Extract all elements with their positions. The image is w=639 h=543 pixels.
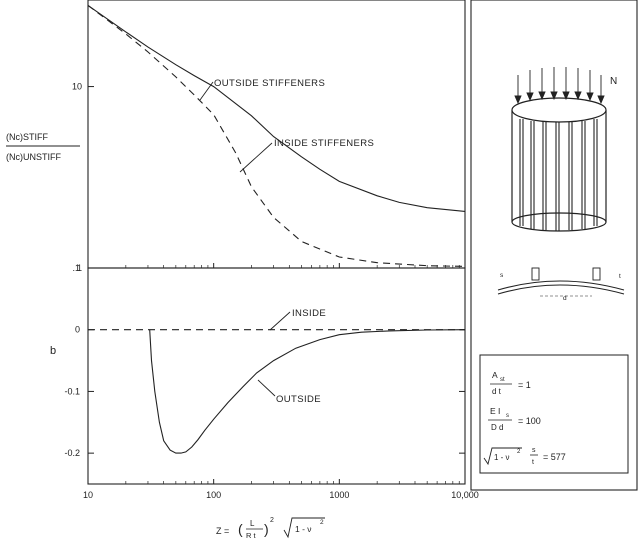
upper-y-tick-label: 10 bbox=[72, 82, 82, 92]
upper-ylabel-bottom: (Nc)UNSTIFF bbox=[6, 152, 61, 162]
param3-value: = 577 bbox=[543, 452, 566, 462]
lower-y-tick-label: -0.2 bbox=[64, 448, 80, 458]
parameter-box: A st d t = 1 E I s D d = 100 1 - ν 2 s t… bbox=[479, 354, 629, 474]
param3-ratio-den: t bbox=[532, 459, 534, 466]
annotations: OUTSIDE STIFFENERS INSIDE STIFFENERS INS… bbox=[199, 78, 374, 405]
x-tick-label: 10 bbox=[83, 490, 93, 500]
param1-num: A bbox=[492, 370, 498, 380]
lower-series-solid-line bbox=[149, 329, 466, 454]
param2-num: E I bbox=[490, 406, 500, 416]
xlabel-z: Z = bbox=[216, 526, 229, 536]
x-tick-label: 100 bbox=[206, 490, 221, 500]
param3-root: 1 - ν bbox=[494, 453, 510, 462]
upper-plot-frame bbox=[87, 0, 466, 269]
param3-root-exp: 2 bbox=[517, 449, 521, 455]
cylinder-illustration: N bbox=[511, 67, 617, 232]
upper-ylabel: (Nc)STIFF (Nc)UNSTIFF bbox=[6, 132, 80, 162]
label-inside: INSIDE bbox=[292, 308, 326, 319]
xlabel-frac-den: R t bbox=[246, 531, 257, 540]
xlabel-exp: 2 bbox=[270, 517, 274, 524]
label-outside-stiffeners: OUTSIDE STIFFENERS bbox=[214, 78, 325, 89]
section-label-s: s bbox=[500, 272, 504, 279]
x-tick-label: 1000 bbox=[329, 490, 349, 500]
lower-plot-frame bbox=[87, 267, 466, 485]
upper-ticks: 1 10 bbox=[72, 82, 466, 273]
xlabel-frac-num: L bbox=[250, 519, 255, 528]
param3-ratio-num: s bbox=[532, 447, 536, 454]
lower-ylabel: b bbox=[50, 345, 56, 357]
x-axis-label: Z = ( L R t ) 2 1 - ν 2 bbox=[216, 517, 325, 540]
param1-num-sub: st bbox=[500, 377, 505, 383]
section-label-t: t bbox=[619, 273, 621, 280]
lower-y-tick-label: 0 bbox=[75, 325, 80, 335]
param2-value: = 100 bbox=[518, 416, 541, 426]
param1-value: = 1 bbox=[518, 380, 531, 390]
svg-text:(: ( bbox=[238, 521, 243, 537]
upper-ylabel-top: (Nc)STIFF bbox=[6, 132, 48, 142]
svg-text:): ) bbox=[264, 521, 269, 537]
xlabel-root: 1 - ν bbox=[295, 524, 312, 534]
cross-section: s t d bbox=[497, 267, 625, 302]
param1-den: d t bbox=[492, 387, 502, 396]
xlabel-root-exp: 2 bbox=[320, 519, 324, 526]
param2-num-sub: s bbox=[506, 413, 509, 419]
lower-y-tick-label: -0.1 bbox=[64, 386, 80, 396]
param2-den: D d bbox=[491, 423, 503, 432]
upper-series bbox=[87, 4, 466, 267]
section-label-d: d bbox=[563, 295, 567, 302]
inset-frame bbox=[470, 0, 638, 491]
lower-series bbox=[88, 329, 466, 454]
x-tick-label: 10,000 bbox=[451, 490, 479, 500]
upper-series-solid-line bbox=[87, 4, 466, 212]
lower-y-tick-label: .1 bbox=[72, 263, 80, 273]
label-inside-stiffeners: INSIDE STIFFENERS bbox=[274, 138, 374, 149]
upper-y-tick-label: 1 bbox=[77, 263, 82, 273]
label-outside: OUTSIDE bbox=[276, 394, 321, 405]
load-label: N bbox=[610, 76, 617, 87]
lower-ticks: 10 100 1000 10,000 .1 0 -0.1 -0.2 bbox=[64, 263, 478, 500]
upper-series-dashed-line bbox=[87, 4, 466, 267]
